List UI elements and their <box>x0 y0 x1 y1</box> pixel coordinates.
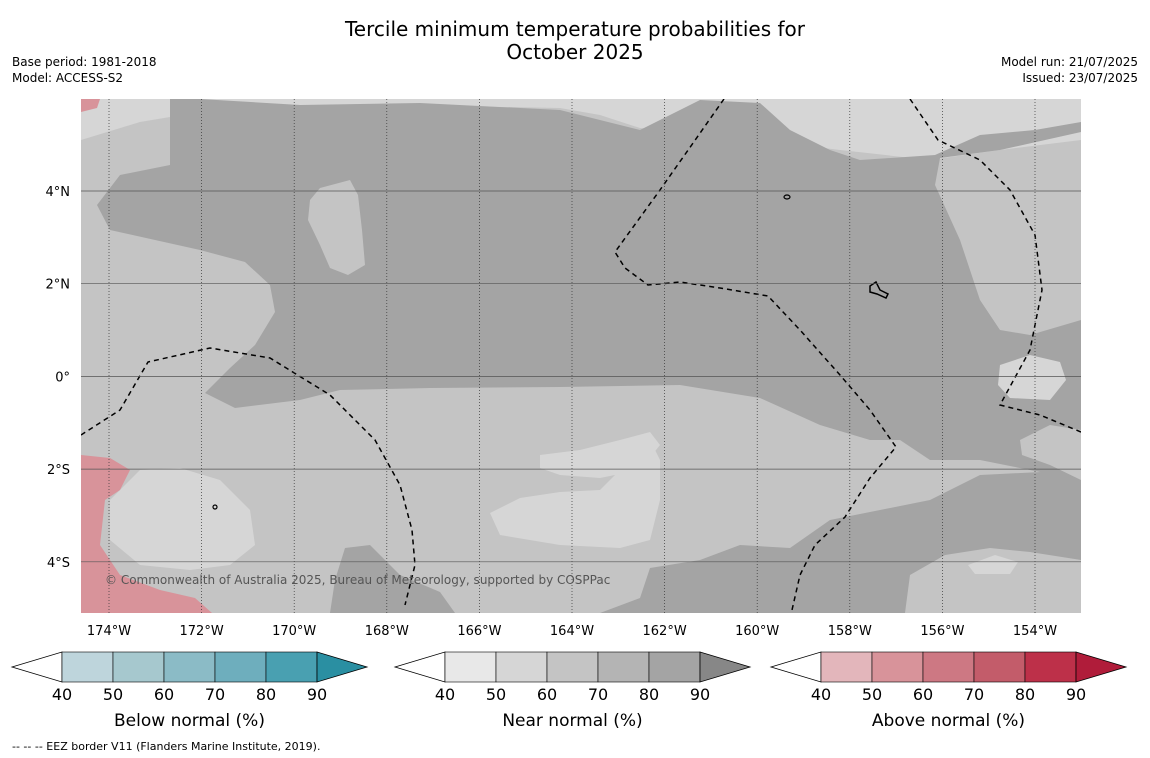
base-period: Base period: 1981-2018 <box>12 55 157 69</box>
colorbar-tick-label: 90 <box>1066 685 1086 704</box>
map-area <box>81 99 1081 613</box>
longitude-labels: 174°W 172°W 170°W 168°W 166°W 164°W 162°W 160°W… <box>87 624 1057 639</box>
colorbar-low-extension <box>10 651 63 683</box>
colorbar-segment <box>1024 651 1077 683</box>
longitude-label: 170°W <box>272 624 316 639</box>
near-normal-60-patch-north <box>308 180 365 275</box>
latitude-label: 4°S <box>47 556 70 571</box>
longitude-label: 154°W <box>1013 624 1057 639</box>
colorbar-tick-label: 70 <box>588 685 608 704</box>
colorbar-segment <box>871 651 924 683</box>
colorbars: 40 50 60 70 80 90 Below normal (%) 40 50 60 70 80 90… <box>10 651 1128 731</box>
longitude-label: 156°W <box>920 624 964 639</box>
latitude-labels: 4°N 2°N 0° 2°S 4°S <box>46 185 71 571</box>
colorbar-tick-label: 90 <box>690 685 710 704</box>
island-outline <box>869 280 890 299</box>
latitude-label: 2°N <box>46 278 71 293</box>
eez-border-central <box>614 99 897 611</box>
colorbar-low-extension <box>769 651 822 683</box>
colorbar-segment <box>163 651 216 683</box>
colorbar-segment <box>265 651 318 683</box>
colorbar-tick-label: 40 <box>52 685 72 704</box>
colorbar-tick-label: 50 <box>103 685 123 704</box>
near-normal-60-patch-southeast <box>905 548 1081 613</box>
title-line-1: Tercile minimum temperature probabilitie… <box>344 17 806 41</box>
title-line-2: October 2025 <box>506 40 644 64</box>
base-info: Base period: 1981-2018 Model: ACCESS-S2 <box>12 54 157 86</box>
colorbar-2: 40 50 60 70 80 90 Near normal (%) <box>393 651 752 731</box>
colorbar-tick-label: 60 <box>537 685 557 704</box>
colorbar-tick-label: 90 <box>307 685 327 704</box>
colorbar-segment <box>922 651 975 683</box>
colorbar-label: Below normal (%) <box>114 711 265 731</box>
colorbar-high-extension <box>699 651 752 683</box>
colorbar-tick-label: 80 <box>639 685 659 704</box>
colorbar-3: 40 50 60 70 80 90 Above normal (%) <box>769 651 1128 731</box>
longitude-label: 160°W <box>735 624 779 639</box>
near-normal-50-patch-south <box>490 440 660 548</box>
above-normal-southwest <box>81 455 212 613</box>
colorbar-segment <box>820 651 873 683</box>
longitude-label: 162°W <box>643 624 687 639</box>
colorbar-tick-label: 40 <box>811 685 831 704</box>
eez-footnote: -- -- -- EEZ border V11 (Flanders Marine… <box>12 740 321 753</box>
issued-date: Issued: 23/07/2025 <box>1022 71 1138 85</box>
latitude-label: 2°S <box>47 463 70 478</box>
colorbar-segment <box>546 651 599 683</box>
above-normal-northwest <box>81 99 100 112</box>
colorbar-low-extension <box>393 651 446 683</box>
colorbar-tick-label: 80 <box>1015 685 1035 704</box>
colorbar-segment <box>495 651 548 683</box>
longitude-label: 168°W <box>365 624 409 639</box>
map-gridlines <box>81 99 1081 613</box>
colorbar-tick-label: 40 <box>435 685 455 704</box>
near-normal-50-patch-east <box>998 355 1066 400</box>
colorbar-1: 40 50 60 70 80 90 Below normal (%) <box>10 651 369 731</box>
colorbar-tick-label: 70 <box>964 685 984 704</box>
model-name: Model: ACCESS-S2 <box>12 71 124 85</box>
copyright-notice: © Commonwealth of Australia 2025, Bureau… <box>105 573 610 587</box>
colorbar-segment <box>444 651 497 683</box>
island-outline-west <box>212 504 218 510</box>
colorbar-segment <box>61 651 114 683</box>
eez-border-west <box>81 347 416 606</box>
colorbar-segment <box>214 651 267 683</box>
colorbar-tick-label: 80 <box>256 685 276 704</box>
near-normal-50-patch-center <box>540 432 660 478</box>
latitude-label: 4°N <box>46 185 71 200</box>
colorbar-segment <box>597 651 650 683</box>
model-run: Model run: 21/07/2025 <box>1000 55 1138 69</box>
longitude-label: 172°W <box>180 624 224 639</box>
eez-border-east <box>909 99 1081 433</box>
colorbar-segment <box>112 651 165 683</box>
colorbar-label: Above normal (%) <box>872 711 1025 731</box>
colorbar-tick-label: 70 <box>205 685 225 704</box>
near-normal-50-patch-se-small <box>968 555 1018 574</box>
longitude-label: 174°W <box>87 624 131 639</box>
colorbar-tick-label: 60 <box>154 685 174 704</box>
colorbar-high-extension <box>316 651 369 683</box>
latitude-label: 0° <box>55 370 70 385</box>
longitude-label: 166°W <box>457 624 501 639</box>
run-info: Model run: 21/07/2025 Issued: 23/07/2025 <box>1001 54 1138 86</box>
map-title: Tercile minimum temperature probabilitie… <box>0 18 1150 64</box>
near-normal-50-top <box>81 99 1081 160</box>
island-outline-small <box>783 194 791 200</box>
colorbar-segment <box>973 651 1026 683</box>
colorbar-tick-label: 60 <box>913 685 933 704</box>
colorbar-segment <box>648 651 701 683</box>
longitude-label: 164°W <box>550 624 594 639</box>
longitude-label: 158°W <box>828 624 872 639</box>
near-normal-50-patch-southwest <box>110 468 255 570</box>
colorbar-tick-label: 50 <box>862 685 882 704</box>
colorbar-label: Near normal (%) <box>502 711 642 731</box>
colorbar-tick-label: 50 <box>486 685 506 704</box>
colorbar-high-extension <box>1075 651 1128 683</box>
